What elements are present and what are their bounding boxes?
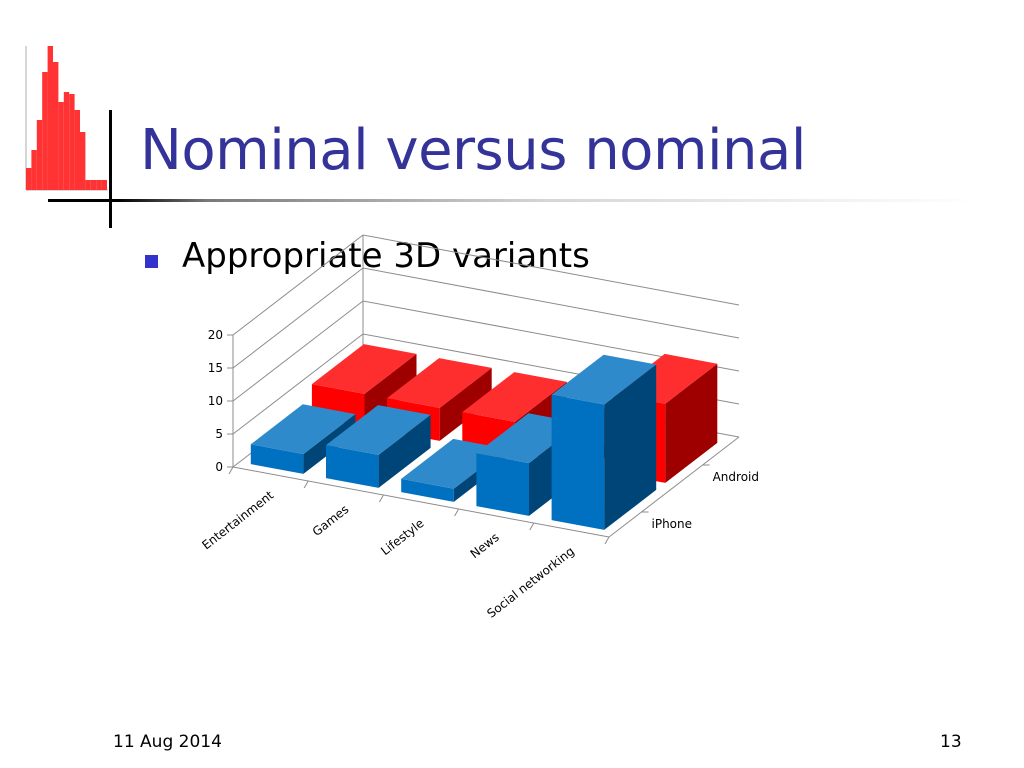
histogram-bin: [90, 180, 97, 190]
bar-front-face: [551, 394, 605, 530]
bar-front-face: [476, 453, 529, 516]
bullet-square-icon: [145, 255, 158, 268]
category-label: Lifestyle: [378, 516, 426, 558]
histogram-bin: [96, 180, 102, 190]
bar-top-face: [551, 354, 657, 405]
bar-side-face: [439, 367, 492, 441]
series-label: Android: [713, 470, 759, 484]
bar-iphone-games: [326, 405, 431, 488]
bar-front-face: [326, 445, 379, 488]
series-label: iPhone: [652, 517, 693, 531]
histogram-bin: [63, 92, 70, 190]
histogram-bin: [74, 110, 80, 190]
bar-front-face: [250, 444, 304, 474]
bar-side-face: [665, 363, 718, 483]
bar-side-face: [604, 364, 657, 530]
title-horizontal-rule: [48, 199, 978, 202]
footer-date: 11 Aug 2014: [113, 732, 222, 752]
histogram-bin: [80, 132, 86, 190]
gridline: [232, 234, 740, 336]
chart-axes: [227, 334, 740, 545]
y-tick-label: 20: [208, 328, 223, 342]
category-label: Games: [310, 502, 352, 539]
bar-top-face: [250, 404, 356, 455]
histogram-bin: [58, 102, 64, 190]
histogram-bin: [42, 72, 48, 190]
histogram-bin: [47, 46, 53, 190]
depth-axis-line: [608, 436, 740, 538]
bar-top-face: [387, 358, 492, 408]
category-label: News: [468, 530, 502, 561]
histogram-bin: [36, 120, 43, 190]
bar-top-face: [326, 405, 431, 455]
category-label: Social networking: [484, 544, 577, 621]
histogram-bin: [53, 62, 59, 190]
bar-side-face: [378, 414, 431, 488]
bullet-text: Appropriate 3D variants: [182, 236, 590, 276]
x-tick: [378, 494, 384, 503]
slide-title: Nominal versus nominal: [140, 118, 806, 183]
y-tick-label: 0: [215, 460, 223, 474]
x-tick: [228, 466, 234, 475]
category-label: Entertainment: [199, 488, 276, 553]
x-tick: [529, 522, 535, 531]
histogram-bin: [26, 168, 32, 190]
x-tick: [454, 508, 460, 517]
y-tick-label: 10: [208, 394, 223, 408]
x-tick: [604, 536, 610, 545]
gridline: [232, 267, 740, 369]
histogram-bin: [31, 150, 37, 190]
y-tick-label: 5: [215, 427, 223, 441]
histogram-thumbnail: [25, 46, 108, 191]
bar-top-face: [462, 372, 567, 422]
x-tick: [303, 480, 309, 489]
bar-front-face: [401, 478, 454, 502]
title-vertical-rule: [109, 110, 112, 228]
bar-iphone-social-networking: [551, 354, 657, 530]
y-tick-label: 15: [208, 361, 223, 375]
histogram-bin: [85, 180, 91, 190]
chart-bars: [250, 344, 718, 530]
histogram-bin: [101, 180, 107, 190]
page-number: 13: [940, 732, 962, 752]
bar-top-face: [311, 344, 417, 394]
histogram-bin: [69, 94, 75, 190]
x-axis-line: [232, 466, 610, 538]
